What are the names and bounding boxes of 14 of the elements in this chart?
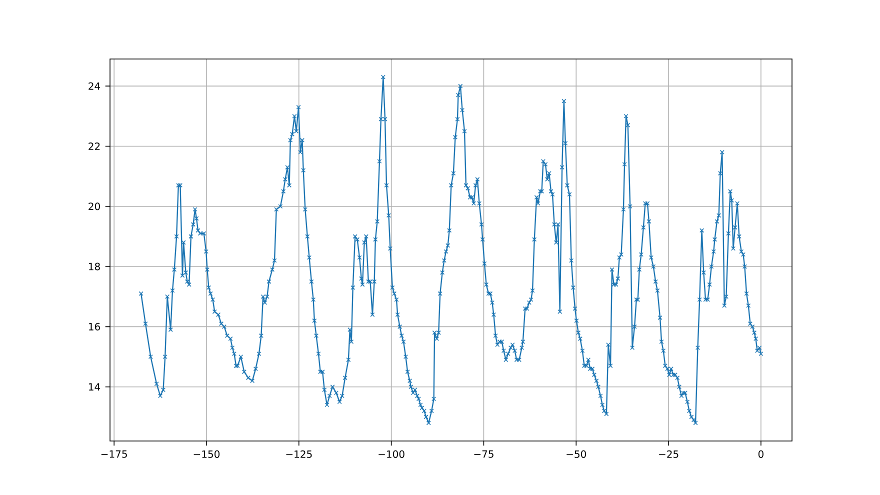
y-tick-label: 14 [89,383,100,390]
x-tick-label: −125 [286,450,312,458]
x-tick-label: −150 [194,450,220,458]
y-tick-label: 18 [89,262,100,270]
x-tick-label: −100 [378,450,404,458]
y-tick-label: 24 [88,82,100,90]
y-tick-label: 16 [89,322,100,330]
y-tick-label: 20 [88,202,100,210]
x-tick-label: −175 [101,450,127,458]
y-tick-label: 22 [88,142,100,150]
x-tick-label: 0 [758,450,764,458]
x-tick-label: −50 [566,450,586,458]
x-tick-label: −25 [659,450,678,458]
x-tick-label: −75 [474,450,494,458]
